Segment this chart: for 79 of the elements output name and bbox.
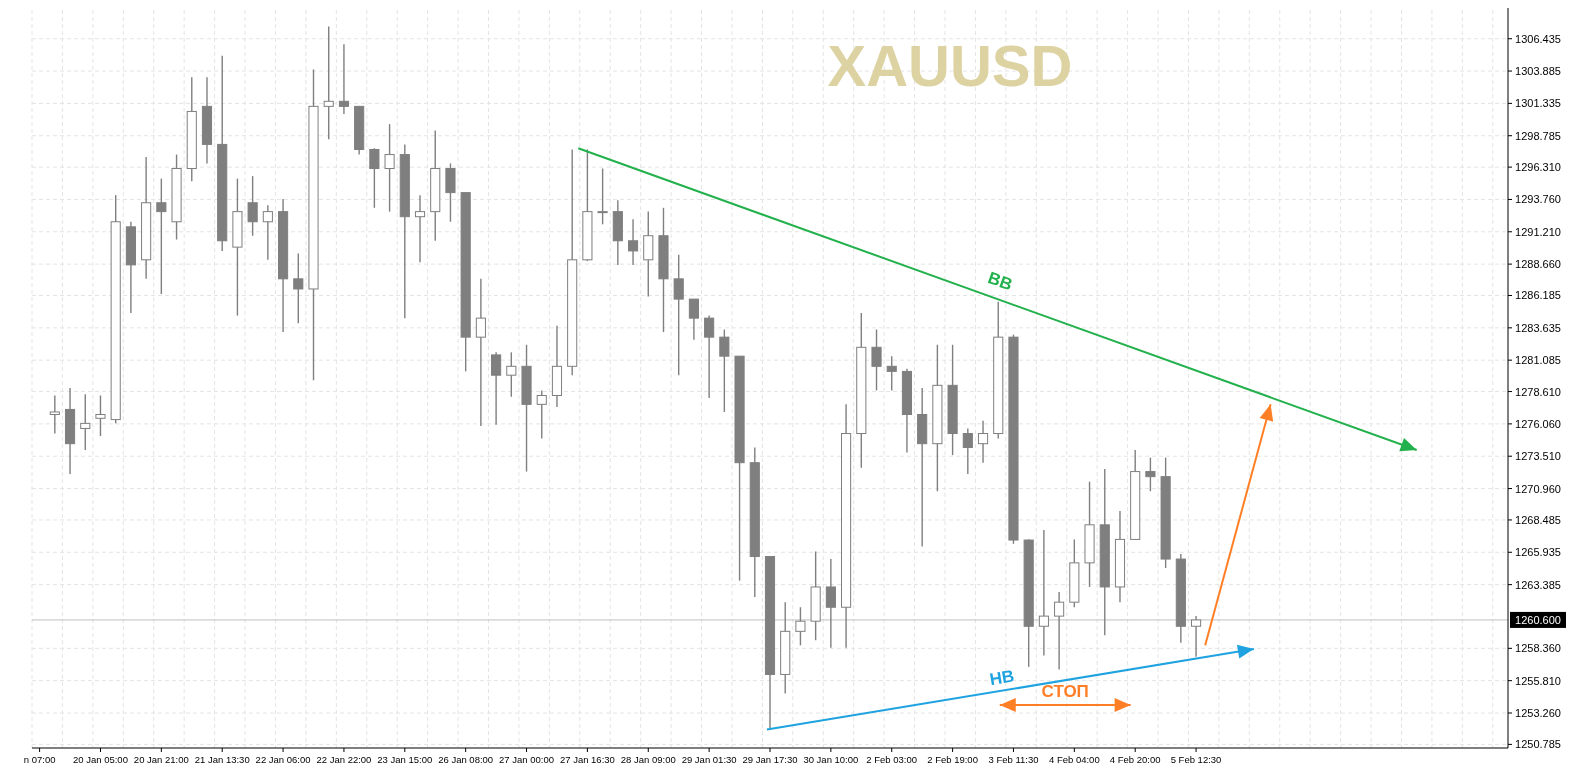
x-tick-label: 30 Jan 10:00 xyxy=(803,754,859,765)
candlestick xyxy=(1145,456,1156,492)
candlestick xyxy=(825,558,836,649)
x-tick-label: 20 Jan 21:00 xyxy=(133,754,189,765)
candlestick xyxy=(597,167,608,225)
x-tick-label: 4 Feb 20:00 xyxy=(1109,754,1161,765)
x-tick-label: 3 Feb 11:30 xyxy=(988,754,1039,765)
x-tick-label: n 07:00 xyxy=(23,754,56,765)
y-tick-label: 1283.635 xyxy=(1515,321,1561,334)
candlestick xyxy=(293,252,304,324)
chart-title: XAUUSD xyxy=(827,33,1073,98)
x-tick-label: 5 Feb 12:30 xyxy=(1170,754,1222,765)
candlestick xyxy=(673,254,684,376)
x-tick-label: 28 Jan 09:00 xyxy=(620,754,676,765)
candlestick xyxy=(49,394,60,435)
y-tick-label: 1281.085 xyxy=(1515,354,1561,367)
ref-line-label: 1260.600 xyxy=(1515,613,1561,626)
y-tick-label: 1288.660 xyxy=(1515,258,1561,271)
candlestick xyxy=(95,394,106,437)
x-tick-label: 26 Jan 08:00 xyxy=(438,754,494,765)
y-tick-label: 1296.310 xyxy=(1515,161,1561,174)
candlestick xyxy=(369,147,380,209)
candlestick xyxy=(414,194,426,264)
x-tick-label: 23 Jan 15:00 xyxy=(377,754,433,765)
candlestick xyxy=(1054,591,1065,671)
candlestick xyxy=(795,606,806,646)
candlestick xyxy=(338,43,349,115)
y-tick-label: 1258.360 xyxy=(1515,642,1561,655)
candlestick xyxy=(247,175,258,237)
candlestick xyxy=(977,420,989,464)
candlestick xyxy=(962,427,973,475)
y-tick-label: 1291.210 xyxy=(1515,225,1561,238)
candlestick xyxy=(627,218,639,266)
x-tick-label: 27 Jan 00:00 xyxy=(499,754,554,765)
y-tick-label: 1253.260 xyxy=(1515,707,1561,719)
x-tick-label: 27 Jan 16:30 xyxy=(559,754,615,765)
y-tick-label: 1298.785 xyxy=(1515,129,1561,142)
x-tick-label: 20 Jan 05:00 xyxy=(73,754,128,765)
y-tick-label: 1268.485 xyxy=(1515,513,1561,526)
x-tick-label: 29 Jan 17:30 xyxy=(742,754,798,765)
x-tick-label: 29 Jan 01:30 xyxy=(681,754,737,765)
y-tick-label: 1263.385 xyxy=(1515,578,1561,591)
candlestick xyxy=(384,123,395,213)
candlestick xyxy=(491,351,502,426)
x-tick-label: 2 Feb 19:00 xyxy=(927,754,978,765)
y-tick-label: 1306.435 xyxy=(1515,32,1561,45)
candlestick xyxy=(886,355,897,392)
x-tick-label: 4 Feb 04:00 xyxy=(1048,754,1100,765)
y-tick-label: 1276.060 xyxy=(1515,417,1561,430)
candlestick xyxy=(262,204,273,261)
y-tick-label: 1250.785 xyxy=(1515,738,1561,751)
candlestick xyxy=(688,298,699,341)
y-tick-label: 1301.335 xyxy=(1515,97,1561,110)
y-tick-label: 1270.960 xyxy=(1515,482,1561,495)
annotation: СТОП xyxy=(1041,682,1089,702)
y-tick-label: 1286.185 xyxy=(1515,289,1561,302)
y-tick-label: 1278.610 xyxy=(1515,385,1561,398)
candlestick xyxy=(506,351,517,398)
y-tick-label: 1303.885 xyxy=(1515,65,1561,78)
annotation: ВВ xyxy=(985,268,1015,295)
x-tick-label: 22 Jan 22:00 xyxy=(316,754,372,765)
candlestick xyxy=(1191,615,1202,658)
y-tick-label: 1293.760 xyxy=(1515,193,1561,206)
candlestick xyxy=(1038,529,1049,657)
y-tick-label: 1255.810 xyxy=(1515,674,1561,687)
candlestick xyxy=(536,389,547,440)
candlestick xyxy=(475,278,486,427)
candlestick xyxy=(80,393,91,451)
candlestick xyxy=(871,328,882,392)
candlestick xyxy=(323,25,334,141)
x-tick-label: 21 Jan 13:30 xyxy=(194,754,250,765)
x-tick-label: 22 Jan 06:00 xyxy=(255,754,311,765)
y-tick-label: 1273.510 xyxy=(1515,450,1561,463)
x-tick-label: 2 Feb 03:00 xyxy=(866,754,918,765)
y-tick-label: 1265.935 xyxy=(1515,546,1561,559)
annotation: НВ xyxy=(988,666,1016,690)
candlestick xyxy=(704,314,715,399)
candlestick xyxy=(156,177,167,295)
candlestick xyxy=(719,328,730,413)
